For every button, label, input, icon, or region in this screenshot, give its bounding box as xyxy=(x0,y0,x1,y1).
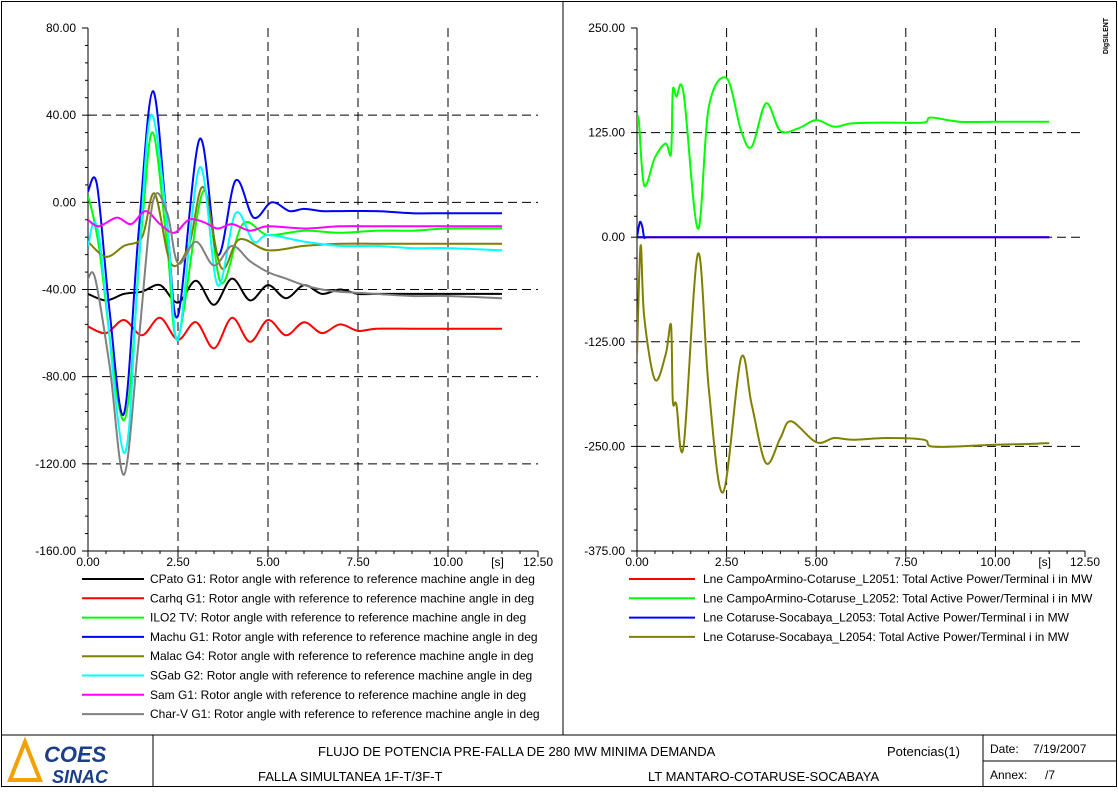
series-line-2 xyxy=(88,316,502,350)
right-plot-active-power: 250.00125.000.00-125.00-250.00-375.000.0… xyxy=(584,21,1100,569)
series-line-3 xyxy=(637,220,1050,239)
legend-label: Lne CampoArmino-Cotaruse_L2052: Total Ac… xyxy=(703,591,1093,605)
legend-label: ILO2 TV: Rotor angle with reference to r… xyxy=(150,611,526,625)
series-line-2 xyxy=(637,76,1050,230)
legend-label: Carhq G1: Rotor angle with reference to … xyxy=(150,591,534,605)
x-tick-label: 12.50 xyxy=(1070,555,1100,569)
x-tick-label: 2.50 xyxy=(166,555,190,569)
date-value: 7/19/2007 xyxy=(1033,742,1087,756)
y-tick-label: -80.00 xyxy=(42,370,76,384)
legend-label: SGab G2: Rotor angle with reference to r… xyxy=(150,669,532,683)
y-tick-label: -250.00 xyxy=(584,439,625,453)
y-tick-label: 250.00 xyxy=(588,21,625,35)
logo-bottom-text: SINAC xyxy=(52,767,109,787)
x-tick-label: 2.50 xyxy=(715,555,739,569)
x-tick-label: 12.50 xyxy=(523,555,553,569)
date-label: Date: xyxy=(990,742,1019,756)
y-tick-label: 0.00 xyxy=(602,230,626,244)
legend-label: Lne Cotaruse-Socabaya_L2054: Total Activ… xyxy=(703,630,1070,644)
x-tick-label: 7.50 xyxy=(346,555,370,569)
y-tick-label: -120.00 xyxy=(35,457,76,471)
x-tick-label: 10.00 xyxy=(980,555,1010,569)
footer: COES SINAC FLUJO DE POTENCIA PRE-FALLA D… xyxy=(7,735,1116,787)
series-line-4 xyxy=(88,90,502,417)
series-line-1 xyxy=(88,277,502,306)
x-tick-label: 7.50 xyxy=(894,555,918,569)
series-line-5 xyxy=(88,186,502,271)
footer-page-name: Potencias(1) xyxy=(887,744,960,759)
x-unit-label: [s] xyxy=(491,555,504,569)
x-unit-label: [s] xyxy=(1038,555,1051,569)
logo-top-text: COES xyxy=(44,742,107,767)
left-legend: CPato G1: Rotor angle with reference to … xyxy=(82,572,540,721)
legend-label: Lne CampoArmino-Cotaruse_L2051: Total Ac… xyxy=(703,572,1093,586)
y-tick-label: 125.00 xyxy=(588,126,625,140)
y-tick-label: 0.00 xyxy=(53,195,77,209)
left-plot-rotor-angles: 80.00 40.00 0.00 -40.00 -80.00 -120.00 -160.00… xyxy=(35,21,553,569)
x-tick-label: 5.00 xyxy=(805,555,829,569)
y-tick-label: 80.00 xyxy=(46,21,76,35)
series-line-8 xyxy=(88,192,503,476)
x-tick-label: 0.00 xyxy=(76,555,100,569)
series-line-4 xyxy=(637,244,1050,494)
footer-title-1: FLUJO DE POTENCIA PRE-FALLA DE 280 MW MI… xyxy=(318,744,716,759)
y-tick-label: -40.00 xyxy=(42,283,76,297)
legend-label: Char-V G1: Rotor angle with reference to… xyxy=(150,707,540,721)
x-tick-label: 5.00 xyxy=(256,555,280,569)
legend-label: Machu G1: Rotor angle with reference to … xyxy=(150,630,538,644)
y-tick-label: 40.00 xyxy=(46,108,76,122)
annex-label: Annex: xyxy=(990,768,1027,782)
coes-sinac-logo: COES SINAC xyxy=(7,736,109,787)
digsilent-watermark: DIgSILENT xyxy=(1103,17,1110,54)
y-tick-label: -160.00 xyxy=(35,544,76,558)
legend-label: CPato G1: Rotor angle with reference to … xyxy=(150,572,535,586)
footer-subtitle-2: LT MANTARO-COTARUSE-SOCABAYA xyxy=(648,769,879,784)
y-tick-label: -125.00 xyxy=(584,335,625,349)
footer-title-2: FALLA SIMULTANEA 1F-T/3F-T xyxy=(258,769,443,784)
legend-label: Lne Cotaruse-Socabaya_L2053: Total Activ… xyxy=(703,611,1070,625)
legend-label: Malac G4: Rotor angle with reference to … xyxy=(150,649,534,663)
x-tick-label: 10.00 xyxy=(433,555,463,569)
series-line-6 xyxy=(88,114,503,454)
x-tick-label: 0.00 xyxy=(625,555,649,569)
series-line-3 xyxy=(88,131,503,422)
right-legend: Lne CampoArmino-Cotaruse_L2051: Total Ac… xyxy=(629,572,1093,644)
legend-label: Sam G1: Rotor angle with reference to re… xyxy=(150,688,526,702)
y-tick-label: -375.00 xyxy=(584,544,625,558)
series-line-7 xyxy=(88,210,502,234)
logo-triangle-icon xyxy=(7,736,43,782)
annex-value: /7 xyxy=(1045,768,1055,782)
